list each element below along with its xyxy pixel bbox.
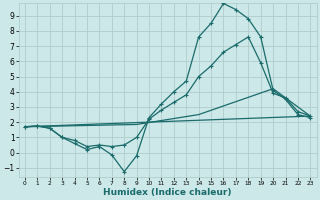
- X-axis label: Humidex (Indice chaleur): Humidex (Indice chaleur): [103, 188, 232, 197]
